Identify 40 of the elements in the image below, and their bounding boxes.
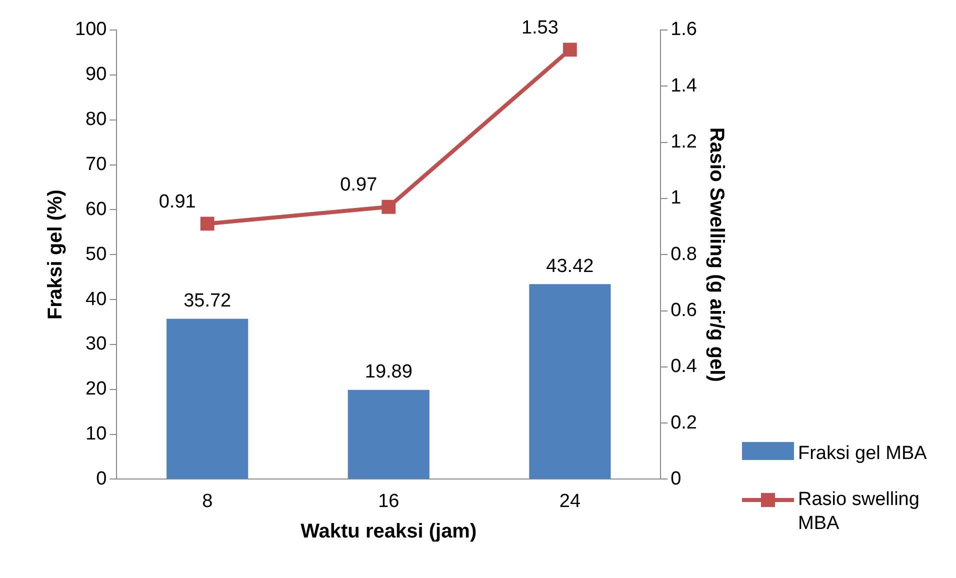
y-tick-label: 80 [86,109,107,130]
y-axis-title: Fraksi gel (%) [44,190,67,320]
y2-tick-label: 0.4 [670,356,698,378]
y2-tick-label: 0.8 [670,244,698,265]
data-label: 43.42 [546,256,594,277]
y-tick-label: 10 [86,424,107,445]
point [382,200,396,214]
data-label: 0.97 [340,174,378,196]
legend-label: Rasio swelling MBA [798,488,920,536]
y-tick-label: 70 [86,154,107,175]
y2-axis-title: Rasio Swelling (g air/g gel) [705,127,728,382]
x-axis-title: Waktu reaksi (jam) [300,520,477,543]
bar [348,390,430,479]
point [562,42,577,57]
data-label: 35.72 [184,290,232,312]
bar [529,284,611,479]
data-label: 19.89 [364,362,412,383]
y2-tick-label: 0.2 [670,412,698,434]
y2-tick-label: 1.2 [670,132,698,153]
bar [166,318,248,479]
y2-tick-label: 0.6 [670,300,698,321]
y2-tick-label: 1.4 [670,75,698,96]
y-tick-label: 20 [86,378,107,400]
y-tick-label: 30 [86,334,107,355]
y-tick-label: 50 [86,244,107,265]
y2-tick-label: 1 [670,188,682,209]
x-tick-label: 8 [202,490,213,512]
y-tick-label: 60 [86,198,107,220]
y2-tick-label: 0 [670,468,682,490]
data-label: 1.53 [521,17,558,38]
x-tick-label: 24 [559,490,581,512]
x-tick-label: 16 [378,490,400,512]
y-tick-label: 100 [75,19,107,40]
y-tick-label: 40 [86,288,107,310]
data-label: 0.91 [158,191,196,212]
y2-tick-label: 1.6 [670,19,698,40]
point [200,216,214,231]
y-tick-label: 90 [86,64,107,86]
legend-label: Fraksi gel MBA [798,442,928,466]
y-tick-label: 0 [96,468,107,490]
